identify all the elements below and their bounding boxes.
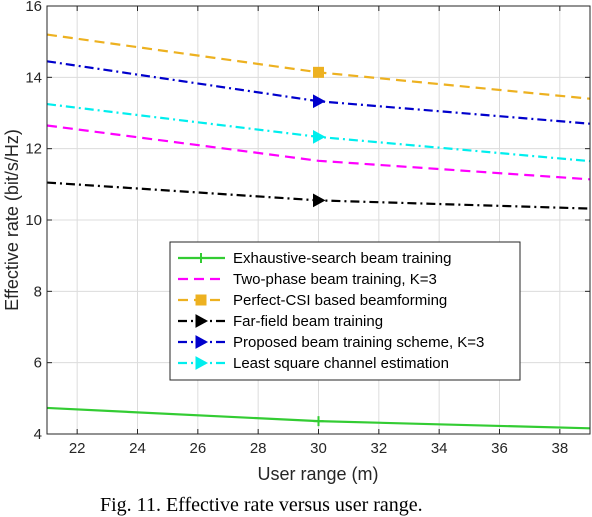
legend-label: Least square channel estimation [233,355,449,372]
x-tick-label: 34 [431,440,448,457]
y-axis-label: Effective rate (bit/s/Hz) [2,129,22,311]
series-line [46,124,591,181]
x-tick-label: 30 [310,440,327,457]
series-layer [46,33,591,430]
x-tick-label: 32 [370,440,387,457]
legend: Exhaustive-search beam training Two-phase… [169,241,521,381]
legend-box [169,241,521,381]
legend-marker [196,253,206,263]
series-marker [313,94,326,109]
x-axis-label: User range (m) [257,464,378,484]
x-tick-label: 26 [189,440,206,457]
ticks: 22 24 26 28 30 32 34 36 38 4 6 8 10 12 14 16 [25,0,590,457]
y-tick-label: 8 [34,283,42,300]
x-tick-label: 24 [129,440,146,457]
series-marker [313,193,326,208]
x-tick-label: 22 [69,440,86,457]
legend-label: Proposed beam training scheme, K=3 [233,334,484,351]
y-tick-label: 16 [25,0,42,15]
legend-marker [195,335,209,349]
y-tick-label: 10 [25,212,42,229]
x-tick-label: 38 [551,440,568,457]
figure-caption: Fig. 11. Effective rate versus user rang… [100,494,423,516]
x-tick-label: 36 [491,440,508,457]
series-marker [313,130,326,144]
y-tick-label: 12 [25,141,42,158]
legend-label: Exhaustive-search beam training [233,250,451,267]
x-tick-label: 28 [250,440,267,457]
legend-marker [195,314,209,328]
y-tick-label: 4 [34,426,42,443]
legend-label: Two-phase beam training, K=3 [233,271,437,288]
legend-label: Far-field beam training [233,313,383,330]
series-marker [313,66,324,78]
y-tick-label: 6 [34,355,42,372]
y-tick-label: 14 [25,69,42,86]
legend-label: Perfect-CSI based beamforming [233,292,447,309]
legend-marker [195,356,209,370]
legend-marker [195,294,207,306]
series-marker [313,416,324,427]
